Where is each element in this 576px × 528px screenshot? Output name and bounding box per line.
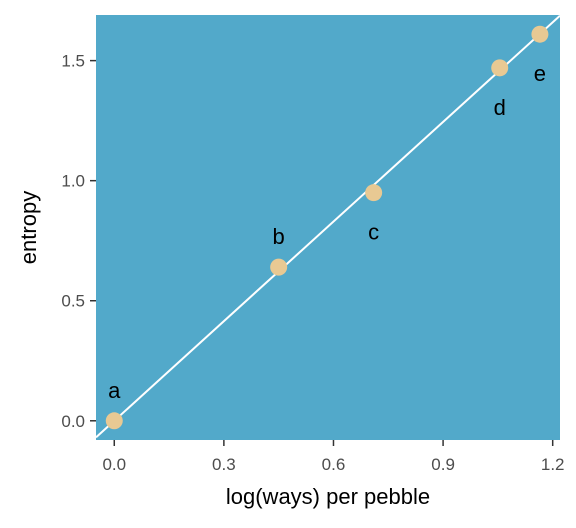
x-tick-label: 0.3 — [212, 455, 236, 474]
data-point-c — [365, 184, 383, 202]
y-tick-label: 1.0 — [61, 172, 85, 191]
y-tick-label: 0.0 — [61, 412, 85, 431]
data-point-a — [105, 412, 123, 430]
x-axis: 0.0 0.3 0.6 0.9 1.2 — [102, 440, 565, 474]
point-label-e: e — [534, 61, 546, 86]
data-point-d — [491, 59, 509, 77]
point-label-a: a — [108, 378, 121, 403]
y-tick-label: 1.5 — [61, 52, 85, 71]
y-axis: 0.0 0.5 1.0 1.5 — [61, 52, 96, 431]
x-tick-label: 0.6 — [322, 455, 346, 474]
x-tick-label: 0.0 — [102, 455, 126, 474]
y-tick-label: 0.5 — [61, 292, 85, 311]
data-point-e — [531, 25, 549, 43]
point-label-c: c — [368, 220, 379, 245]
data-point-b — [270, 258, 288, 276]
point-label-b: b — [273, 224, 285, 249]
y-axis-title: entropy — [16, 191, 41, 264]
x-tick-label: 1.2 — [541, 455, 565, 474]
x-axis-title: log(ways) per pebble — [226, 484, 430, 509]
x-tick-label: 0.9 — [431, 455, 455, 474]
point-label-d: d — [494, 95, 506, 120]
fit-line — [96, 15, 560, 439]
